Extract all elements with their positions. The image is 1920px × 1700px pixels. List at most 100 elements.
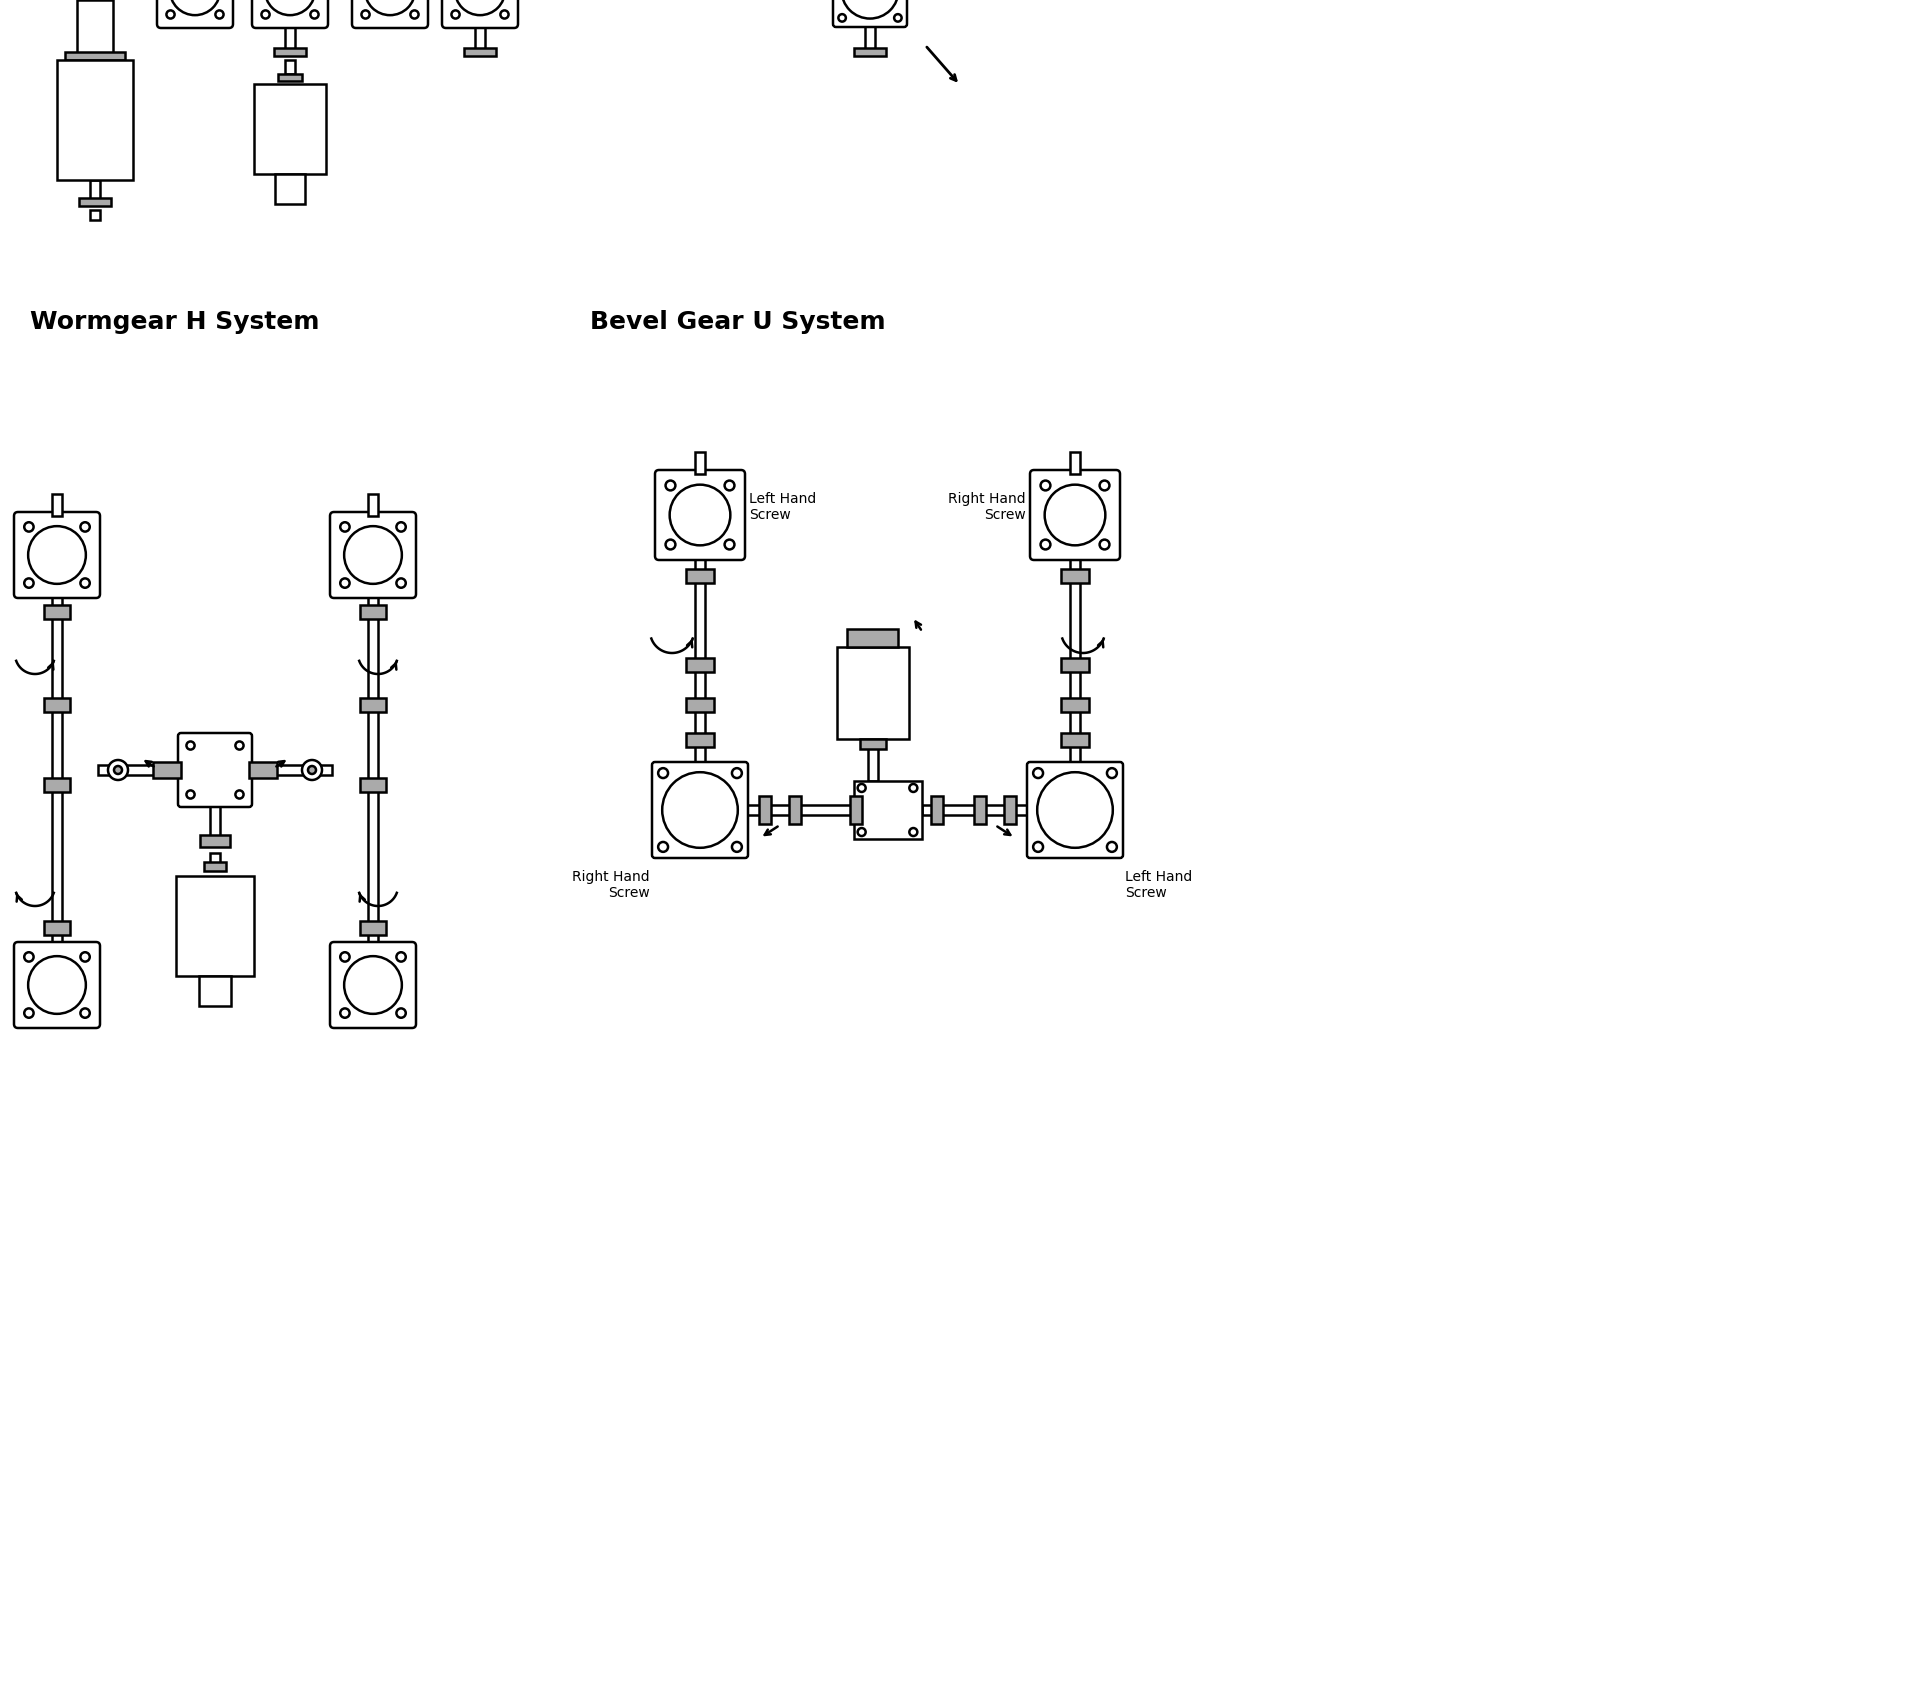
Bar (1004, 796, 1016, 824)
Bar (52, 593, 61, 945)
Circle shape (81, 522, 90, 532)
Circle shape (25, 952, 35, 962)
Bar (685, 658, 714, 672)
Bar (90, 180, 100, 201)
Circle shape (396, 952, 405, 962)
Circle shape (186, 790, 194, 799)
Text: Wormgear H System: Wormgear H System (31, 309, 319, 333)
Bar (474, 0, 486, 49)
Bar (275, 173, 305, 204)
Circle shape (29, 525, 86, 583)
Circle shape (670, 484, 730, 546)
FancyBboxPatch shape (179, 733, 252, 808)
Bar (789, 796, 801, 824)
Bar (685, 699, 714, 712)
Bar (1062, 658, 1089, 672)
FancyBboxPatch shape (330, 942, 417, 1028)
Circle shape (301, 760, 323, 780)
Circle shape (344, 955, 401, 1013)
Bar (837, 648, 908, 740)
FancyBboxPatch shape (13, 942, 100, 1028)
Circle shape (340, 1008, 349, 1018)
Text: Bevel Gear U System: Bevel Gear U System (589, 309, 885, 333)
Bar (868, 746, 877, 780)
Bar (154, 762, 180, 779)
Bar (209, 804, 221, 840)
Circle shape (25, 522, 35, 532)
Bar (695, 452, 705, 474)
Circle shape (396, 522, 405, 532)
Bar (209, 853, 221, 864)
Bar (361, 779, 386, 792)
Bar (465, 48, 495, 56)
Circle shape (81, 952, 90, 962)
Bar (973, 796, 987, 824)
Circle shape (1108, 768, 1117, 779)
Circle shape (732, 768, 741, 779)
Bar (44, 779, 69, 792)
Circle shape (455, 0, 505, 15)
Circle shape (666, 539, 676, 549)
Circle shape (340, 578, 349, 588)
Circle shape (396, 578, 405, 588)
Text: Right Hand
Screw: Right Hand Screw (948, 491, 1025, 522)
Circle shape (81, 1008, 90, 1018)
Bar (695, 556, 705, 765)
FancyBboxPatch shape (157, 0, 232, 27)
FancyBboxPatch shape (1027, 762, 1123, 858)
Circle shape (236, 741, 244, 750)
Circle shape (307, 767, 317, 774)
Bar (922, 806, 1029, 814)
Bar (854, 780, 922, 840)
FancyBboxPatch shape (252, 0, 328, 27)
Bar (369, 593, 378, 945)
Circle shape (411, 10, 419, 19)
Bar (198, 976, 232, 1006)
Text: Left Hand
Screw: Left Hand Screw (1125, 870, 1192, 901)
Bar (758, 796, 772, 824)
Bar (847, 629, 899, 648)
FancyBboxPatch shape (1029, 469, 1119, 559)
Bar (177, 876, 253, 976)
Circle shape (1033, 842, 1043, 852)
Bar (204, 862, 227, 870)
Bar (79, 197, 111, 206)
FancyBboxPatch shape (655, 469, 745, 559)
Bar (44, 921, 69, 935)
Bar (90, 211, 100, 219)
Circle shape (25, 578, 35, 588)
Bar (253, 83, 326, 173)
Bar (361, 921, 386, 935)
Circle shape (25, 1008, 35, 1018)
Bar (931, 796, 943, 824)
Circle shape (910, 784, 918, 792)
Bar (278, 73, 301, 80)
Bar (685, 570, 714, 583)
Bar (1069, 556, 1079, 765)
Circle shape (236, 790, 244, 799)
Bar (250, 762, 276, 779)
Circle shape (732, 842, 741, 852)
Circle shape (1033, 768, 1043, 779)
FancyBboxPatch shape (833, 0, 906, 27)
Circle shape (724, 539, 735, 549)
Bar (361, 605, 386, 619)
Circle shape (1041, 539, 1050, 549)
Text: Left Hand
Screw: Left Hand Screw (749, 491, 816, 522)
Bar (860, 740, 885, 750)
Bar (44, 605, 69, 619)
Circle shape (311, 10, 319, 19)
Circle shape (113, 767, 123, 774)
Circle shape (265, 0, 315, 15)
Circle shape (340, 522, 349, 532)
Circle shape (666, 481, 676, 490)
Circle shape (910, 828, 918, 836)
Bar (52, 495, 61, 517)
Circle shape (29, 955, 86, 1013)
Bar (275, 48, 305, 56)
Circle shape (659, 842, 668, 852)
Bar (1062, 570, 1089, 583)
Circle shape (1100, 481, 1110, 490)
Bar (1062, 699, 1089, 712)
Circle shape (361, 10, 369, 19)
